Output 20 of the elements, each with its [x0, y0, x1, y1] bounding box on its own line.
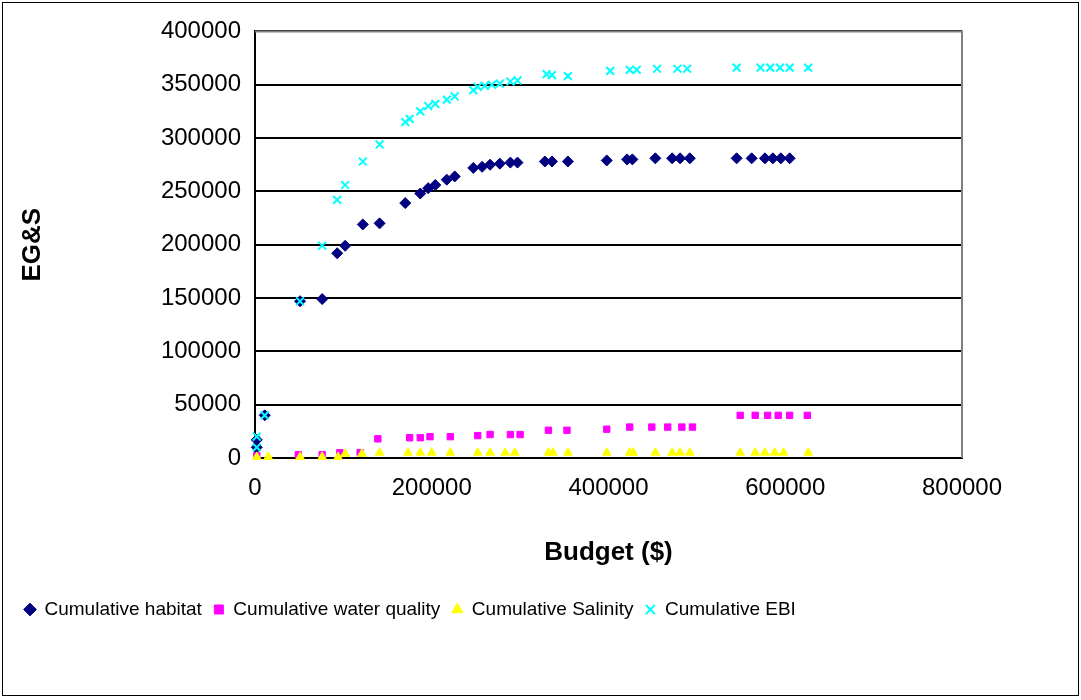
y-tick-label: 200000: [160, 229, 241, 257]
y-tick-label: 300000: [160, 122, 241, 150]
x-tick-label: 0: [248, 473, 262, 501]
x-tick-label: 200000: [391, 473, 472, 501]
y-tick-label: 250000: [160, 176, 241, 203]
y-tick-label: 50000: [174, 389, 241, 417]
y-tick-label: 0: [227, 442, 241, 470]
y-tick-label: 150000: [160, 282, 241, 310]
y-axis-title: EG&S: [15, 207, 46, 282]
y-tick-label: 350000: [160, 69, 241, 97]
x-axis-title: Budget ($): [544, 535, 673, 566]
y-tick-label: 100000: [160, 335, 241, 363]
legend-label: Cumulative Salinity: [471, 597, 634, 619]
x-tick-label: 800000: [921, 473, 1003, 501]
legend-label: Cumulative EBI: [664, 597, 796, 619]
x-tick-label: 600000: [745, 473, 826, 501]
y-tick-label: 400000: [160, 16, 241, 44]
x-tick-label: 400000: [568, 473, 649, 501]
legend-label: Cumulative water quality: [233, 597, 441, 619]
legend-label: Cumulative habitat: [44, 597, 203, 619]
